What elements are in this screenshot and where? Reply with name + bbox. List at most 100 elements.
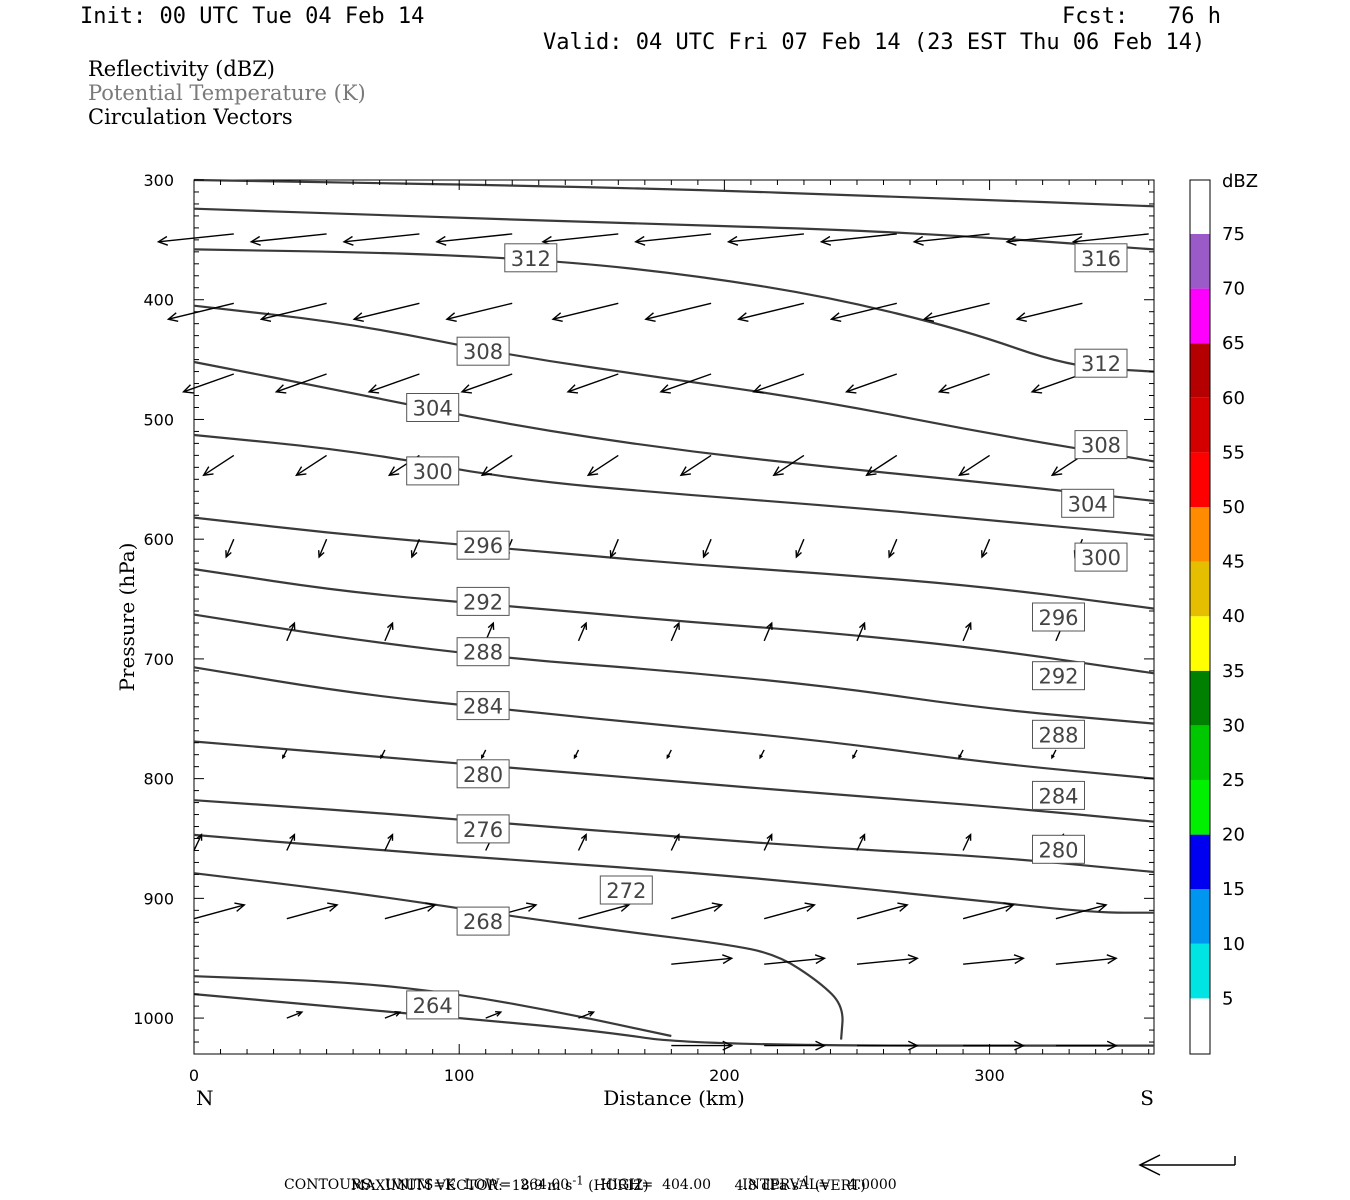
colorbar-swatch: [1190, 889, 1210, 944]
circulation-vector: [577, 621, 588, 642]
circulation-vector: [671, 1040, 734, 1051]
circulation-vector: [193, 833, 203, 851]
svg-text:308: 308: [1081, 434, 1121, 458]
svg-text:292: 292: [463, 590, 503, 614]
svg-text:312: 312: [1081, 352, 1121, 376]
circulation-vector: [342, 233, 420, 246]
contour-label: 312: [504, 243, 558, 273]
circulation-vector: [702, 538, 712, 559]
svg-text:284: 284: [1038, 784, 1078, 808]
circulation-vector: [764, 1040, 827, 1051]
circulation-vector: [857, 1040, 919, 1051]
contour-label: 304: [406, 393, 460, 422]
colorbar-swatch: [1190, 343, 1210, 398]
circulation-vector: [963, 1040, 1026, 1051]
x-axis-left-label: N: [196, 1086, 214, 1110]
svg-text:296: 296: [1038, 606, 1078, 630]
x-tick-label: 100: [444, 1066, 475, 1085]
contour-label: 300: [1074, 542, 1128, 572]
isentrope-312: [193, 248, 1155, 373]
circulation-vector: [764, 902, 816, 920]
contour-label: 268: [456, 906, 510, 936]
colorbar-swatch: [1190, 943, 1210, 999]
svg-text:308: 308: [463, 340, 503, 364]
circulation-vector: [380, 749, 386, 760]
circulation-vector: [445, 302, 513, 322]
circulation-vector: [286, 621, 296, 642]
isentrope-268: [193, 872, 844, 1040]
circulation-vector: [958, 454, 990, 477]
circulation-vector: [586, 454, 619, 477]
circulation-vector: [856, 833, 866, 851]
circulation-vector: [764, 954, 827, 965]
circulation-vector: [772, 454, 805, 477]
circulation-vector: [1055, 902, 1108, 920]
contour-label: 280: [1032, 834, 1085, 864]
isentrope-300: [193, 433, 1155, 537]
circulation-vector: [480, 749, 487, 760]
circulation-vector: [259, 302, 327, 322]
circulation-vector: [958, 749, 964, 760]
circulation-vector: [763, 621, 773, 642]
circulation-vector: [202, 454, 235, 477]
svg-text:304: 304: [413, 397, 453, 421]
colorbar-level: 60: [1222, 388, 1245, 409]
colorbar-level: 10: [1222, 934, 1245, 955]
circulation-vector: [460, 373, 513, 394]
contour-label: 264: [406, 990, 460, 1020]
circulation-vector: [671, 954, 734, 965]
circulation-vector: [367, 373, 420, 394]
isentrope-308: [193, 304, 1155, 463]
y-tick-label: 700: [143, 650, 174, 669]
x-tick-label: 0: [189, 1066, 199, 1085]
colorbar-swatch: [1190, 561, 1210, 617]
circulation-vector: [737, 302, 805, 322]
circulation-vector: [286, 1011, 304, 1019]
colorbar-level: 30: [1222, 715, 1245, 736]
theta-legend: Potential Temperature (K): [88, 81, 366, 105]
circulation-vector: [659, 373, 712, 394]
svg-text:288: 288: [463, 641, 503, 665]
colorbar-level: 5: [1222, 988, 1233, 1009]
colorbar-unit: dBZ: [1222, 171, 1258, 192]
y-axis-title: Pressure (hPa): [115, 543, 139, 692]
circulation-vector: [485, 1011, 503, 1019]
contour-label: 292: [1032, 661, 1085, 691]
circulation-vector: [856, 902, 909, 920]
circulation-vector: [352, 302, 420, 322]
colorbar-swatch: [1190, 834, 1210, 890]
svg-text:280: 280: [1038, 838, 1078, 862]
circulation-vector: [578, 1011, 596, 1019]
circulation-vector: [962, 902, 1015, 920]
circulation-vector: [1051, 749, 1057, 760]
circulation-vector: [225, 538, 235, 559]
circulation-vector: [181, 373, 235, 394]
circulation-vector: [1055, 1040, 1118, 1051]
colorbar-level: 65: [1222, 333, 1245, 354]
isentrope-268: [193, 975, 672, 1038]
circulation-vector: [1015, 302, 1083, 322]
circulation-vector: [963, 954, 1026, 965]
circulation-vector: [865, 454, 898, 477]
contour-label: 308: [456, 336, 510, 366]
circulation-vector: [193, 902, 246, 920]
contour-label: 280: [456, 759, 510, 789]
y-tick-label: 600: [143, 530, 174, 549]
x-axis-title: Distance (km): [603, 1086, 745, 1110]
contour-label: 296: [456, 530, 510, 560]
circulation-vector: [384, 1011, 402, 1019]
circulation-vector: [249, 233, 327, 246]
svg-text:292: 292: [1038, 665, 1078, 689]
circulation-vector: [644, 302, 712, 322]
contour-label: 276: [456, 814, 510, 844]
circulation-vector: [912, 233, 990, 246]
circulation-vector: [852, 749, 858, 760]
svg-text:300: 300: [413, 460, 453, 484]
vectors-legend: Circulation Vectors: [88, 105, 293, 129]
circulation-vector: [962, 833, 972, 851]
colorbar-level: 35: [1222, 661, 1245, 682]
contour-label: 304: [1061, 488, 1115, 518]
x-axis-right-label: S: [1140, 1086, 1154, 1110]
circulation-vector: [1005, 233, 1083, 246]
circulation-vector: [829, 302, 897, 322]
